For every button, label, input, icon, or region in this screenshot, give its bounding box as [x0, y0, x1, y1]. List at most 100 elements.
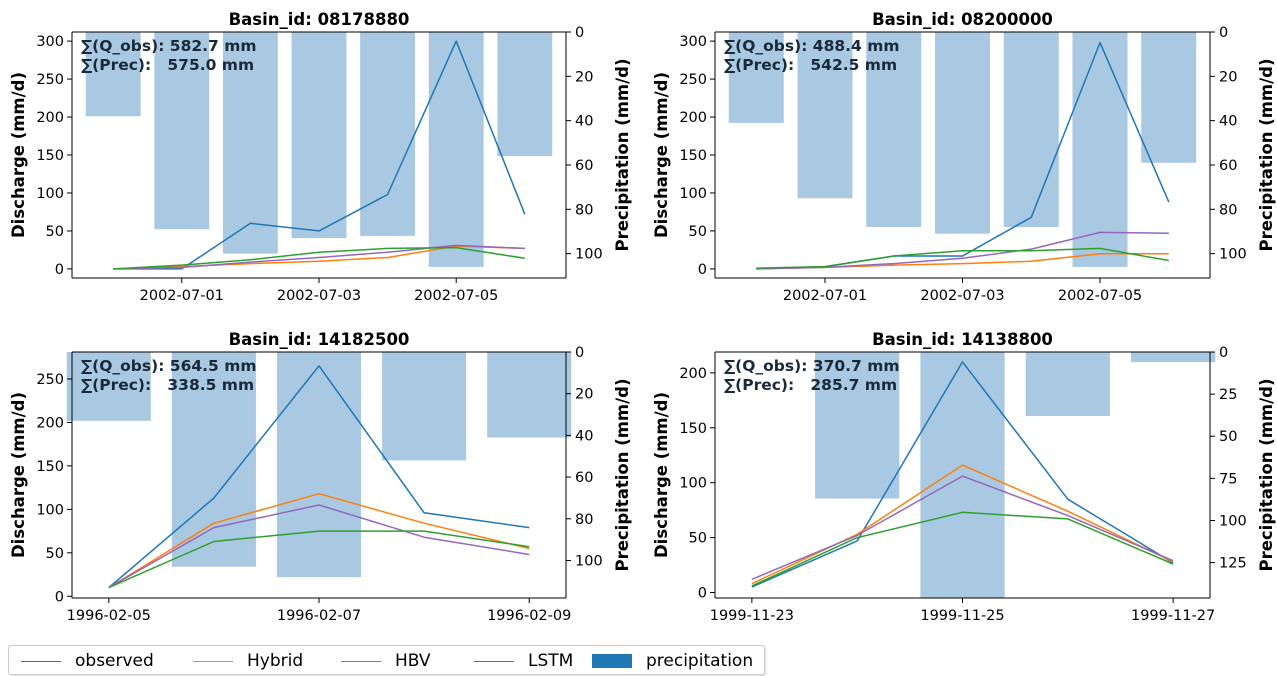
- y-axis-label: Discharge (mm/d): [9, 392, 28, 558]
- y2-tick-label: 80: [1219, 202, 1237, 218]
- x-tick-label: 2002-07-03: [277, 288, 361, 304]
- x-tick-label: 2002-07-03: [920, 288, 1004, 304]
- y2-tick-label: 40: [575, 114, 593, 130]
- series-line-lstm: [751, 511, 1174, 587]
- stats-annotation: ∑(Prec): 542.5 mm: [724, 56, 897, 74]
- y2-tick-label: 25: [1219, 387, 1237, 403]
- y-tick-label: 100: [36, 502, 64, 518]
- legend-item-hbv: HBV: [341, 646, 431, 676]
- y-axis-label: Discharge (mm/d): [652, 392, 671, 558]
- x-tick-label: 1999-11-27: [1131, 608, 1215, 624]
- y2-tick-label: 40: [575, 428, 593, 444]
- y-tick-label: 50: [689, 531, 707, 547]
- y2-tick-label: 0: [575, 25, 584, 41]
- y2-tick-label: 75: [1219, 471, 1237, 487]
- y2-tick-label: 100: [1219, 247, 1247, 263]
- y-tick-label: 50: [46, 224, 64, 240]
- y-axis-label: Discharge (mm/d): [652, 72, 671, 238]
- precip-bar: [728, 32, 784, 123]
- y2-axis-label: Precipitation (mm/d): [1257, 378, 1276, 571]
- y2-tick-label: 20: [575, 69, 593, 85]
- precip-bar: [1131, 352, 1216, 363]
- y-tick-label: 250: [679, 72, 707, 88]
- y2-tick-label: 0: [1219, 25, 1228, 41]
- x-tick-label: 1999-11-23: [710, 608, 794, 624]
- series-line-observed: [113, 40, 526, 270]
- stats-annotation: ∑(Prec): 338.5 mm: [81, 376, 254, 394]
- y-tick-label: 250: [36, 372, 64, 388]
- y-tick-label: 0: [55, 262, 64, 278]
- precip-bar: [866, 32, 922, 228]
- precip-bar: [487, 352, 572, 438]
- y2-tick-label: 100: [1219, 513, 1247, 529]
- y2-tick-label: 60: [575, 470, 593, 486]
- x-tick-label: 1996-02-09: [487, 608, 571, 624]
- precip-bar: [154, 32, 210, 230]
- y2-tick-label: 0: [1219, 345, 1228, 361]
- chart-title: Basin_id: 14182500: [229, 330, 410, 349]
- chart-panel-3: 0 50 100 150 200 250 0 20 40 60 80 100 1996-02-05 199…: [9, 330, 632, 624]
- y2-tick-label: 125: [1219, 556, 1247, 572]
- legend-item-hybrid: Hybrid: [193, 646, 303, 676]
- precip-bar: [360, 32, 416, 236]
- y2-axis-label: Precipitation (mm/d): [613, 378, 632, 571]
- y-tick-label: 100: [679, 476, 707, 492]
- legend-swatch-hybrid: [193, 660, 233, 662]
- series-line-observed: [751, 361, 1174, 588]
- series-line-hybrid: [108, 492, 530, 589]
- y2-tick-label: 50: [1219, 429, 1237, 445]
- legend-item-lstm: LSTM: [474, 646, 573, 676]
- legend-item-precipitation: precipitation: [592, 646, 753, 676]
- legend-item-observed: observed: [21, 646, 154, 676]
- series-line-lstm: [108, 530, 530, 589]
- y-tick-label: 150: [679, 421, 707, 437]
- legend-label-lstm: LSTM: [528, 651, 574, 671]
- precip-bar: [1141, 32, 1197, 163]
- y2-tick-label: 80: [575, 512, 593, 528]
- legend-swatch-lstm: [474, 660, 514, 662]
- precip-bar: [276, 352, 362, 578]
- precip-bar: [428, 32, 484, 267]
- precip-bar: [291, 32, 347, 239]
- x-tick-label: 2002-07-05: [414, 288, 498, 304]
- precip-bar: [920, 352, 1005, 598]
- legend-swatch-hbv: [341, 660, 381, 662]
- chart-title: Basin_id: 08200000: [872, 10, 1053, 29]
- y2-tick-label: 60: [575, 158, 593, 174]
- y2-tick-label: 80: [575, 202, 593, 218]
- series-line-hbv: [113, 244, 525, 270]
- y-tick-label: 0: [55, 589, 64, 605]
- legend: observed Hybrid HBV LSTM precipitation: [8, 645, 765, 675]
- y-tick-label: 150: [36, 459, 64, 475]
- y2-tick-label: 20: [1219, 69, 1237, 85]
- legend-swatch-observed: [21, 660, 61, 662]
- x-tick-label: 2002-07-01: [783, 288, 867, 304]
- legend-label-hbv: HBV: [395, 651, 431, 671]
- y-tick-label: 100: [36, 186, 64, 202]
- y-tick-label: 200: [679, 110, 707, 126]
- chart-panel-1: 0 50 100 150 200 250 300 0 20 40 60 80 100 2002-07-01…: [9, 10, 632, 304]
- y2-tick-label: 40: [1219, 114, 1237, 130]
- chart-panel-4: 0 50 100 150 200 0 25 50 75 100 125 1999-11-23 1999-…: [652, 330, 1276, 624]
- legend-label-hybrid: Hybrid: [247, 651, 304, 671]
- y-tick-label: 200: [36, 110, 64, 126]
- x-tick-label: 2002-07-01: [140, 288, 224, 304]
- precip-bar: [382, 352, 467, 461]
- stats-annotation: ∑(Q_obs): 488.4 mm: [724, 37, 900, 55]
- y2-tick-label: 20: [575, 387, 593, 403]
- stats-annotation: ∑(Q_obs): 564.5 mm: [81, 357, 257, 375]
- y-tick-label: 0: [698, 586, 707, 602]
- y2-tick-label: 100: [575, 553, 603, 569]
- y2-tick-label: 100: [575, 247, 603, 263]
- precip-bar: [1003, 32, 1059, 228]
- series-line-hbv: [751, 475, 1174, 580]
- y-tick-label: 300: [36, 34, 64, 50]
- chart-title: Basin_id: 08178880: [229, 10, 410, 29]
- y2-axis-label: Precipitation (mm/d): [1257, 58, 1276, 251]
- precip-bar: [1025, 352, 1110, 417]
- series-line-lstm: [113, 246, 525, 270]
- x-tick-label: 1996-02-07: [277, 608, 361, 624]
- precip-bar: [222, 32, 278, 254]
- y-axis-label: Discharge (mm/d): [9, 72, 28, 238]
